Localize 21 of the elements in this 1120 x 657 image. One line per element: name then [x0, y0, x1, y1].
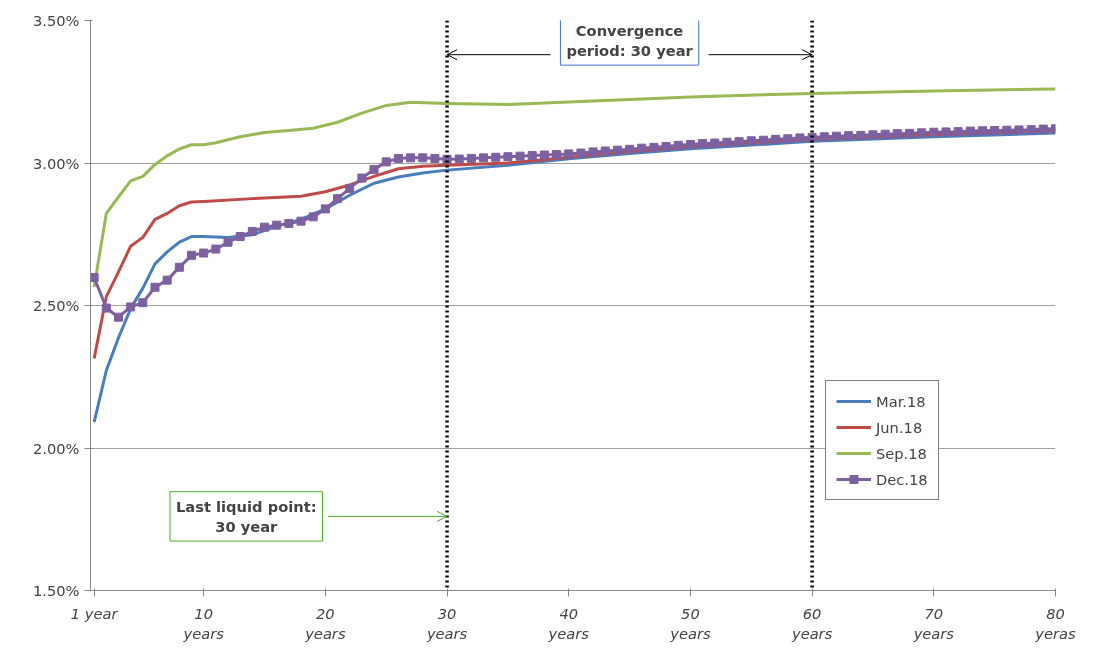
- x-tick-label: 10 years: [182, 604, 225, 642]
- x-tick-label: 70 years: [912, 604, 955, 642]
- annotation: Convergence period: 30 year: [566, 21, 694, 60]
- y-tick-label: 3.50%: [32, 12, 80, 29]
- x-tick-label: 50 years: [669, 604, 711, 642]
- annotation: Last liquid point: 30 year: [175, 497, 317, 536]
- x-tick-label: 30 years: [425, 604, 468, 642]
- y-tick-label: 2.00%: [32, 439, 80, 457]
- x-tick-label: 20 years: [304, 604, 346, 642]
- x-tick-label: 1 year: [70, 604, 119, 622]
- y-tick-label: 3.00%: [32, 154, 80, 172]
- legend-label: Sep.18: [876, 444, 927, 462]
- y-tick-label: 1.50%: [32, 582, 80, 599]
- y-tick-label: 2.50%: [32, 297, 80, 314]
- legend-label: Mar.18: [876, 392, 926, 410]
- legend-label: Jun.18: [876, 418, 923, 436]
- legend-label: Dec.18: [876, 470, 928, 488]
- line-series: [92, 87, 1056, 289]
- x-tick-label: 40 years: [547, 604, 590, 642]
- x-tick-label: 80 yeras: [1034, 604, 1077, 642]
- x-tick-label: 60 years: [790, 604, 833, 642]
